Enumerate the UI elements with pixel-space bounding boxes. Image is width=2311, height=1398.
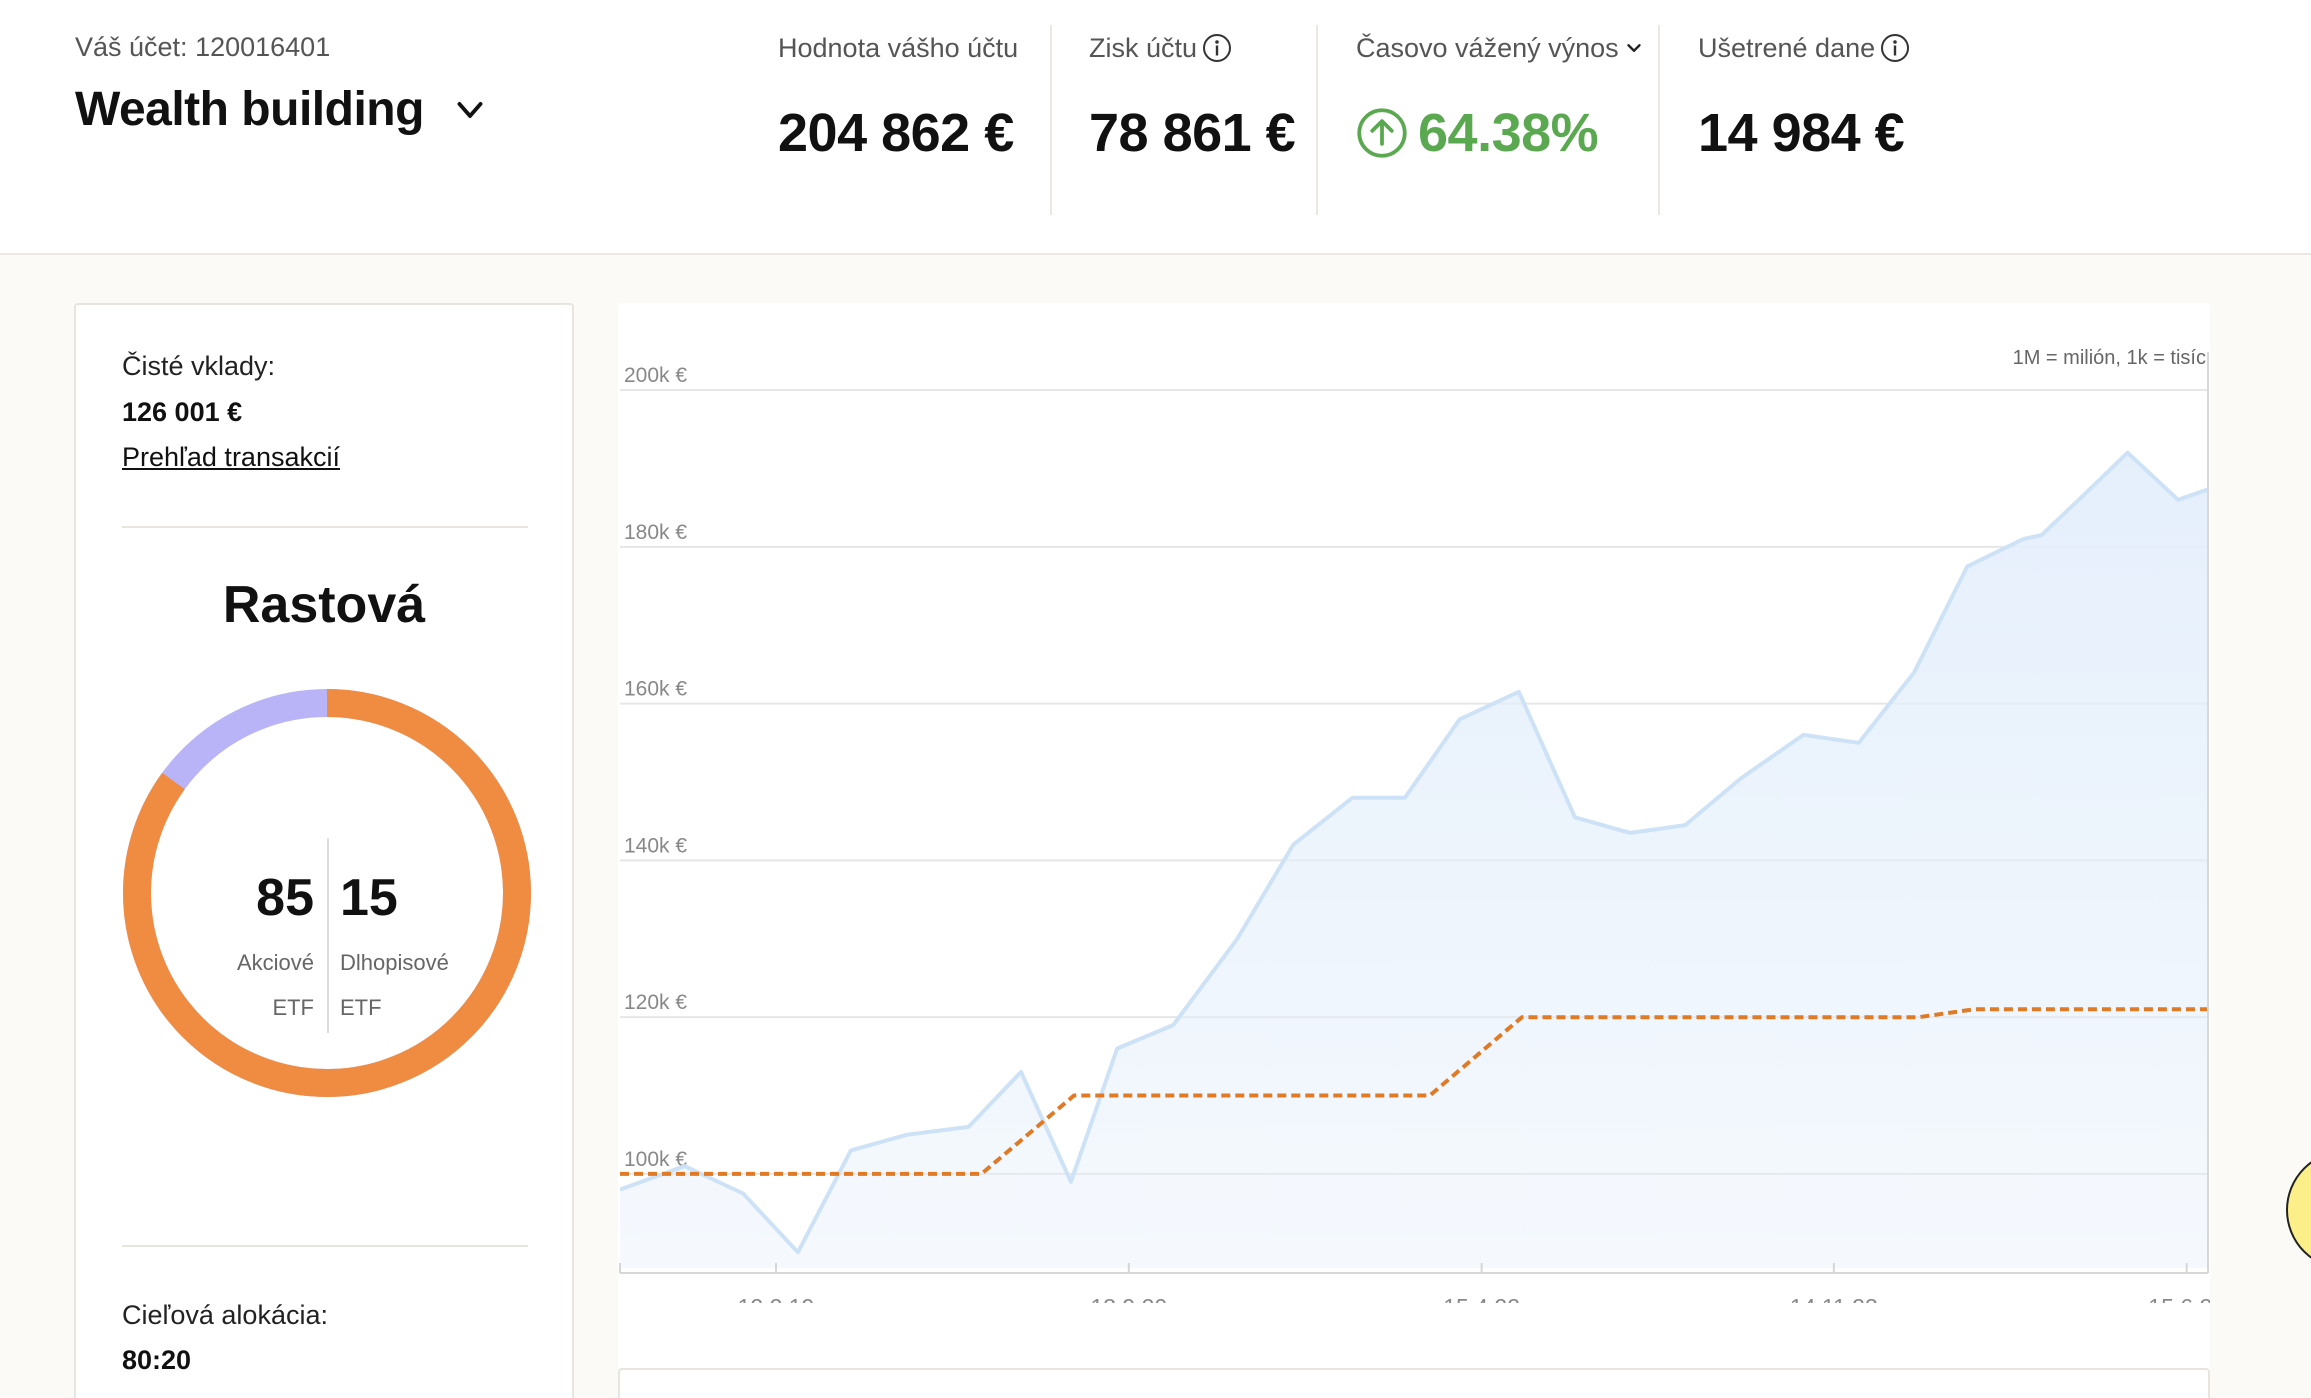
x-tick-label: 14.11.23 (1790, 1294, 1878, 1303)
strategy-title: Rastová (222, 576, 426, 634)
metric-label: Časovo vážený výnos (1356, 32, 1619, 63)
transactions-link[interactable]: Prehľad transakcií (122, 442, 340, 472)
y-tick-label: 160k € (624, 678, 687, 701)
stocks-percentage: 85 (256, 869, 314, 927)
value-area (620, 452, 2208, 1268)
metric-label: Ušetrené dane (1698, 32, 1876, 63)
bonds-label-line2: ETF (340, 995, 382, 1020)
target-allocation-value: 80:20 (122, 1345, 192, 1375)
arrow-up-circle-icon (1357, 108, 1407, 158)
bonds-label: Dlhopisové ETF (340, 940, 449, 1030)
help-chat-button[interactable] (2286, 1150, 2311, 1270)
y-tick-label: 100k € (624, 1148, 687, 1171)
chevron-down-icon[interactable] (1623, 37, 1645, 59)
metric-value: 204 862 € (778, 103, 1014, 163)
metric-label: Hodnota vášho účtu (778, 32, 1019, 63)
twr-dropdown[interactable]: Časovo vážený výnos (1356, 28, 1645, 68)
allocation-donut (123, 689, 531, 1097)
metric-label: Zisk účtu (1089, 32, 1198, 63)
y-tick-label: 200k € (624, 364, 687, 387)
metric-value: 64.38% (1418, 103, 1599, 163)
metric-divider (1316, 25, 1318, 215)
x-tick-label: 15.4.22 (1443, 1294, 1520, 1303)
info-icon[interactable] (1879, 32, 1911, 64)
net-deposits-value: 126 001 € (122, 397, 243, 427)
donut-segment-stocks (123, 689, 531, 1097)
metric-value: 78 861 € (1089, 103, 1296, 163)
x-tick-label: 15.6.25 (2148, 1294, 2210, 1303)
metric-divider (1050, 25, 1052, 215)
value-series-line (620, 450, 2208, 1255)
divider (122, 1245, 528, 1247)
stocks-label: Akciové ETF (237, 940, 314, 1030)
y-tick-label: 140k € (624, 834, 687, 857)
metric-value: 14 984 € (1698, 103, 1905, 163)
target-allocation-label: Cieľová alokácia: (122, 1300, 328, 1330)
portfolio-summary-card: Čisté vklady: 126 001 € Prehľad transakc… (74, 303, 574, 1398)
metric-divider (1658, 25, 1660, 215)
bonds-percentage: 15 (340, 869, 398, 927)
metric-twr: Časovo vážený výnos 64.38% (1356, 28, 1645, 164)
y-tick-label: 120k € (624, 991, 687, 1014)
deposits-series-line (620, 1007, 2208, 1176)
net-deposits-label: Čisté vklady: (122, 351, 276, 381)
info-icon[interactable] (1201, 32, 1233, 64)
chevron-down-icon[interactable] (452, 92, 488, 128)
donut-center-divider (327, 838, 329, 1033)
portfolio-chart-card: 1M = milión, 1k = tisíc 100k € 120k € 140k… (618, 303, 2210, 1398)
stocks-label-line1: Akciové (236, 950, 314, 975)
account-number-label: Váš účet: 120016401 (75, 32, 331, 62)
metric-account-profit: Zisk účtu 78 861 € (1089, 28, 1296, 164)
portfolio-value-chart[interactable]: 100k € 120k € 140k € 160k € 180k € 200k € 12.2… (618, 303, 2210, 1303)
chart-units-note: 1M = milión, 1k = tisíc (2012, 347, 2206, 369)
bottom-card (618, 1368, 2210, 1398)
metric-account-value: Hodnota vášho účtu 204 862 € (778, 28, 1018, 164)
bonds-label-line1: Dlhopisové (340, 950, 449, 975)
account-header: Váš účet: 120016401 Wealth building Hodn… (0, 0, 2311, 255)
metric-tax-saved: Ušetrené dane 14 984 € (1698, 28, 1911, 164)
x-tick-label: 13.9.20 (1090, 1294, 1167, 1303)
portfolio-name[interactable]: Wealth building (75, 83, 424, 136)
divider (122, 526, 528, 528)
stocks-label-line2: ETF (272, 995, 314, 1020)
y-tick-label: 180k € (624, 521, 687, 544)
x-tick-label: 12.2.19 (738, 1294, 815, 1303)
